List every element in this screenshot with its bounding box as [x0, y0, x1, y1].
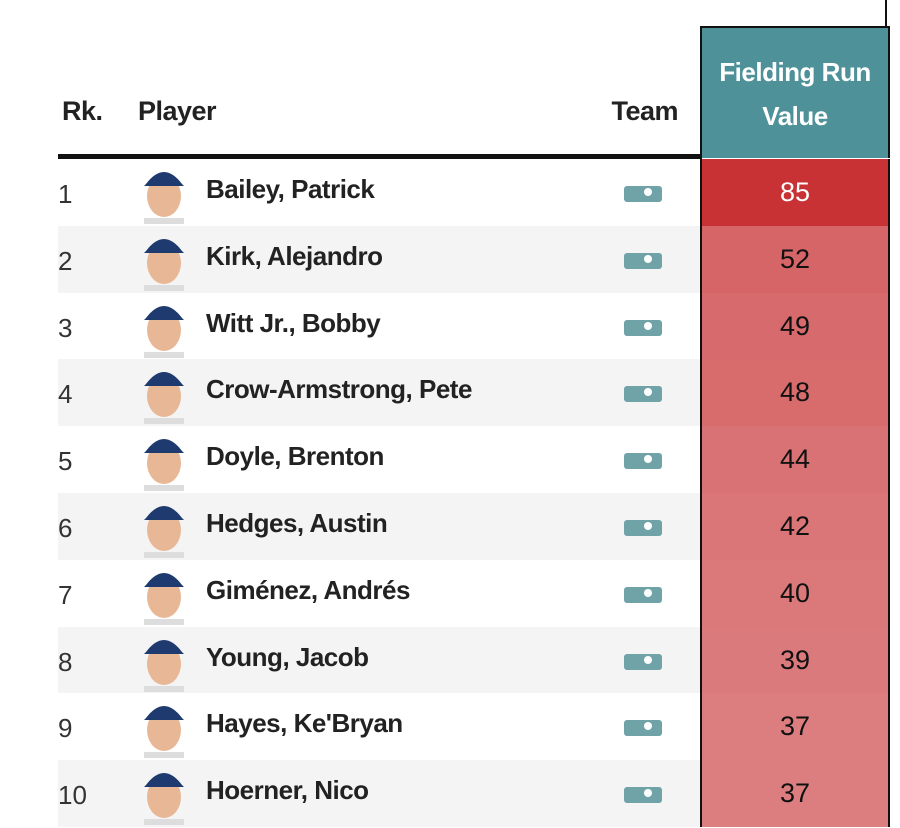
- avatar: [144, 439, 184, 492]
- rank: 4: [58, 379, 73, 410]
- player-photo: [141, 162, 187, 224]
- logo: [624, 720, 662, 737]
- logo: [624, 319, 662, 336]
- rank: 9: [58, 713, 73, 744]
- player-photo: [141, 362, 187, 425]
- avatar: [144, 372, 184, 425]
- logo: [624, 453, 662, 470]
- value-cell: 48: [700, 359, 890, 427]
- value-cell: 42: [700, 493, 890, 560]
- player-name: Hedges, Austin: [206, 508, 388, 538]
- player-name: Young, Jacob: [206, 641, 369, 672]
- player-photo: [141, 630, 187, 692]
- value-cell: 39: [700, 626, 890, 694]
- logo: [624, 653, 662, 670]
- value-cell: 44: [700, 426, 890, 493]
- value-cell: 85: [700, 159, 890, 226]
- player-name: Doyle, Brenton: [206, 441, 384, 472]
- logo: [624, 787, 662, 804]
- logo: [624, 186, 662, 202]
- player-photo: [141, 763, 187, 826]
- team-logo: [624, 582, 662, 606]
- player-name: Crow-Armstrong, Pete: [206, 374, 472, 405]
- team-logo: [624, 448, 662, 472]
- team-logo: [624, 649, 662, 673]
- avatar: [144, 305, 184, 358]
- rank: 5: [58, 446, 73, 477]
- player-photo: [141, 696, 187, 759]
- value-header: Fielding Run Value: [719, 57, 871, 131]
- rank: 3: [58, 312, 73, 343]
- player-name: Hoerner, Nico: [206, 775, 369, 806]
- team-logo: [624, 315, 662, 339]
- player-name: Giménez, Andrés: [206, 574, 410, 605]
- player-name: Bailey, Patrick: [206, 174, 375, 204]
- rank: 10: [58, 780, 87, 811]
- rank-header: Rk.: [62, 96, 103, 126]
- avatar: [144, 773, 184, 826]
- value-cell: 49: [700, 292, 890, 360]
- player-name: Hayes, Ke'Bryan: [206, 708, 403, 739]
- value-cell: 40: [700, 559, 890, 627]
- avatar: [144, 706, 184, 759]
- divider: [885, 0, 887, 27]
- avatar: [144, 238, 184, 291]
- team-logo: [624, 515, 662, 539]
- player-photo: [141, 429, 187, 492]
- team-logo: [624, 248, 662, 272]
- player-photo: [141, 563, 187, 625]
- value-cell: 37: [700, 760, 890, 827]
- player-header: Player: [138, 96, 217, 126]
- value-cell: 52: [700, 225, 890, 293]
- rank: 7: [58, 579, 73, 610]
- value-cell: 37: [700, 693, 890, 761]
- rank: 1: [58, 179, 73, 209]
- player-photo: [141, 296, 187, 358]
- logo: [624, 252, 662, 269]
- avatar: [144, 572, 184, 625]
- team-header: Team: [611, 96, 678, 126]
- team-logo: [624, 715, 662, 739]
- rank: 2: [58, 245, 73, 276]
- avatar: [144, 506, 184, 558]
- avatar: [144, 639, 184, 692]
- logo: [624, 586, 662, 603]
- player-photo: [141, 496, 187, 558]
- avatar: [144, 172, 184, 224]
- logo: [624, 386, 662, 403]
- team-logo: [624, 181, 662, 205]
- header-rule: [58, 154, 702, 159]
- logo: [624, 520, 662, 536]
- header-highlight: [700, 26, 890, 158]
- rank: 6: [58, 513, 73, 543]
- player-name: Kirk, Alejandro: [206, 240, 383, 271]
- team-logo: [624, 782, 662, 806]
- team-logo: [624, 381, 662, 405]
- player-photo: [141, 229, 187, 291]
- player-name: Witt Jr., Bobby: [206, 307, 381, 338]
- rank: 8: [58, 646, 73, 677]
